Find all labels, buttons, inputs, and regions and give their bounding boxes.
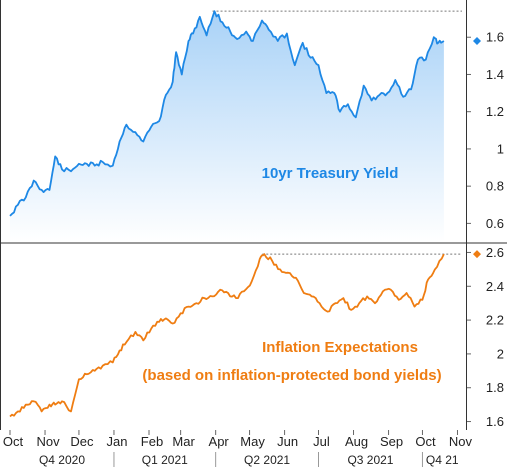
- month-label: Jan: [106, 434, 127, 449]
- treasury-ytick-label: 0.6: [486, 216, 504, 231]
- month-label: Jul: [313, 434, 330, 449]
- quarter-label: Q1 2021: [142, 453, 188, 467]
- month-label: Nov: [449, 434, 473, 449]
- inflation-ytick-label: 1.8: [486, 380, 504, 395]
- treasury-series-line: [9, 10, 445, 217]
- inflation-ytick-label: 2.2: [486, 313, 504, 328]
- month-label: Jun: [277, 434, 298, 449]
- treasury-ytick-label: 1.2: [486, 104, 504, 119]
- treasury-series-label: 10yr Treasury Yield: [262, 165, 399, 182]
- month-label: Mar: [172, 434, 195, 449]
- inflation-ytick-label: 2.6: [486, 245, 504, 260]
- quarter-label: Q4 21: [426, 453, 459, 467]
- treasury-ytick-label: 1: [497, 141, 504, 156]
- treasury-area-fill: [10, 11, 444, 243]
- treasury-ytick-label: 1.6: [486, 30, 504, 45]
- quarter-label: Q3 2021: [347, 453, 393, 467]
- month-label: Aug: [345, 434, 368, 449]
- month-label: Dec: [70, 434, 94, 449]
- inflation-series-line: [9, 253, 445, 418]
- month-label: Sep: [380, 434, 403, 449]
- inflation-series-sublabel: (based on inflation-protected bond yield…: [142, 367, 441, 384]
- treasury-last-value-marker: [473, 36, 481, 45]
- treasury-ytick-label: 0.8: [486, 179, 504, 194]
- quarter-label: Q4 2020: [39, 453, 85, 467]
- month-label: Oct: [3, 434, 24, 449]
- month-label: May: [240, 434, 265, 449]
- month-label: Nov: [36, 434, 60, 449]
- month-label: Oct: [415, 434, 436, 449]
- inflation-ytick-label: 1.6: [486, 414, 504, 429]
- quarter-label: Q2 2021: [244, 453, 290, 467]
- inflation-ytick-label: 2: [497, 346, 504, 361]
- inflation-ytick-label: 2.4: [486, 279, 504, 294]
- month-label: Feb: [141, 434, 163, 449]
- inflation-series-label: Inflation Expectations: [262, 339, 418, 356]
- treasury-ytick-label: 1.4: [486, 67, 504, 82]
- month-label: Apr: [209, 434, 230, 449]
- inflation-last-value-marker: [473, 250, 481, 259]
